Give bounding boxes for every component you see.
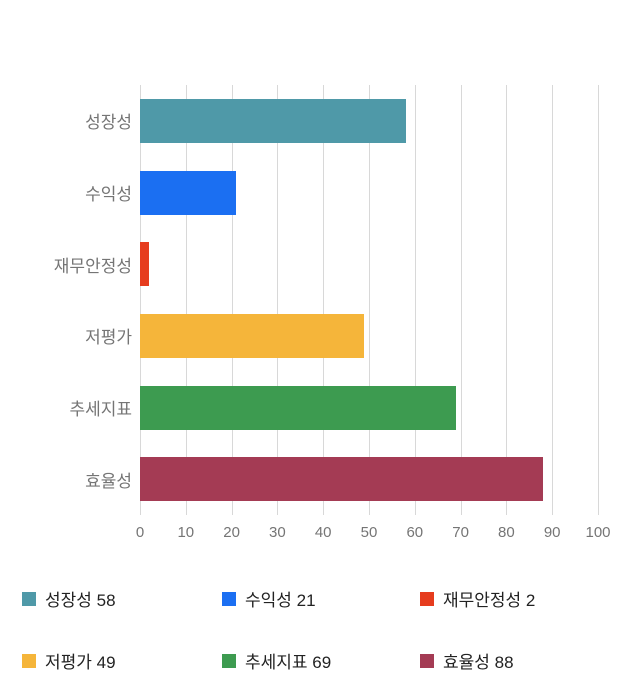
x-tick-label: 10 bbox=[177, 524, 195, 541]
category-label: 저평가 bbox=[85, 328, 132, 348]
bar-row bbox=[140, 228, 598, 300]
category-label: 효율성 bbox=[85, 471, 132, 491]
gridline bbox=[231, 85, 233, 515]
x-tick-label: 40 bbox=[314, 524, 332, 541]
legend-item[interactable]: 재무안정성 2 bbox=[420, 586, 622, 611]
legend-swatch-icon bbox=[420, 591, 434, 606]
legend-swatch-icon bbox=[222, 653, 236, 668]
gridline bbox=[277, 85, 279, 515]
legend-label: 저평가 49 bbox=[45, 653, 116, 672]
legend-item[interactable]: 효율성 88 bbox=[420, 648, 622, 673]
legend-swatch-icon bbox=[22, 591, 36, 606]
bar-row bbox=[140, 443, 598, 515]
gridline bbox=[506, 85, 508, 515]
legend-label: 수익성 21 bbox=[245, 591, 316, 610]
legend-swatch-icon bbox=[420, 653, 434, 668]
bar-수익성 bbox=[140, 170, 237, 215]
bar-row bbox=[140, 157, 598, 229]
legend-item[interactable]: 성장성 58 bbox=[22, 586, 222, 611]
gridline bbox=[414, 85, 416, 515]
gridline bbox=[598, 85, 599, 515]
x-tick-label: 20 bbox=[223, 524, 240, 541]
x-tick-label: 50 bbox=[360, 524, 378, 541]
legend-item[interactable]: 수익성 21 bbox=[222, 586, 420, 611]
gridline bbox=[140, 85, 141, 515]
legend-swatch-icon bbox=[222, 591, 236, 606]
legend-item[interactable]: 저평가 49 bbox=[22, 648, 222, 673]
category-label: 수익성 bbox=[85, 185, 132, 204]
bar-재무안정성 bbox=[140, 242, 150, 287]
category-label: 성장성 bbox=[85, 113, 132, 133]
x-tick-label: 80 bbox=[498, 524, 515, 541]
gridline bbox=[185, 85, 187, 515]
legend-label: 성장성 58 bbox=[45, 591, 116, 610]
x-tick-label: 0 bbox=[135, 524, 145, 541]
bar-row bbox=[140, 372, 598, 444]
x-tick-label: 60 bbox=[406, 524, 424, 541]
bar-효율성 bbox=[140, 457, 544, 502]
category-label: 재무안정성 bbox=[53, 256, 132, 276]
legend-item[interactable]: 추세지표 69 bbox=[222, 648, 420, 673]
legend-label: 재무안정성 2 bbox=[443, 591, 536, 610]
category-label: 추세지표 bbox=[69, 400, 132, 420]
bar-성장성 bbox=[140, 98, 406, 143]
gridline bbox=[323, 85, 325, 515]
bar-row bbox=[140, 300, 598, 372]
x-tick-label: 30 bbox=[269, 524, 286, 541]
gridline bbox=[369, 85, 370, 515]
bar-row bbox=[140, 85, 598, 157]
x-axis: 0 10 20 30 40 50 60 70 80 90 100 bbox=[136, 524, 611, 546]
plot-area bbox=[140, 85, 599, 515]
bar-추세지표 bbox=[140, 385, 457, 430]
x-tick-label: 70 bbox=[452, 524, 469, 541]
legend-label: 효율성 88 bbox=[443, 653, 514, 672]
legend: 성장성 58 수익성 21 재무안정성 2 저평가 49 추세지표 69 효율성 88 bbox=[22, 586, 622, 673]
x-tick-label: 100 bbox=[585, 524, 611, 541]
gridline bbox=[552, 85, 554, 515]
bar-저평가 bbox=[140, 313, 365, 358]
legend-swatch-icon bbox=[22, 653, 36, 668]
x-tick-label: 90 bbox=[543, 524, 561, 541]
bar-rows bbox=[140, 85, 598, 515]
legend-label: 추세지표 69 bbox=[245, 653, 332, 672]
gridline bbox=[460, 85, 462, 515]
